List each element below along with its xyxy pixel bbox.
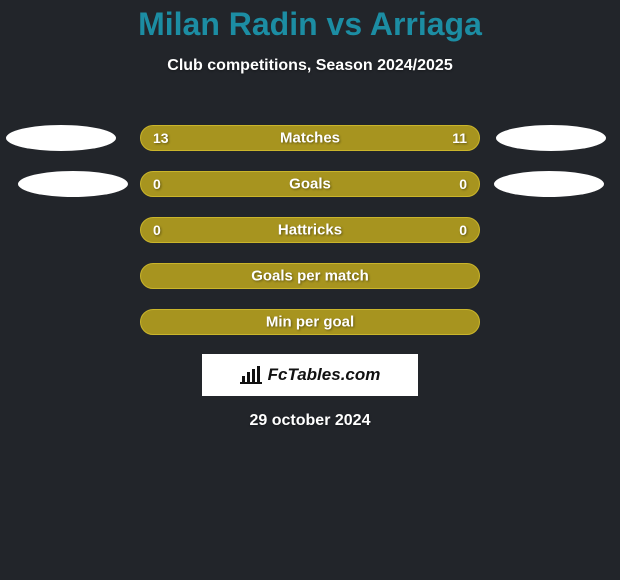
subtitle: Club competitions, Season 2024/2025 (0, 57, 620, 75)
stat-left-value: 0 (153, 222, 161, 238)
stat-row: Matches13 11 (140, 125, 480, 151)
page-title: Milan Radin vs Arriaga (0, 0, 620, 43)
stat-label: Goals per match (141, 268, 479, 285)
stat-row: Hattricks0 0 (140, 217, 480, 243)
stat-left-value: 13 (153, 130, 169, 146)
stat-left-value: 0 (153, 176, 161, 192)
stat-right-value: 0 (459, 222, 467, 238)
comparison-card: Milan Radin vs Arriaga Club competitions… (0, 0, 620, 580)
branding-text: FcTables.com (268, 365, 381, 385)
left-player-ellipse (6, 125, 116, 151)
stat-label: Matches (141, 130, 479, 147)
stat-row: Goals per match (140, 263, 480, 289)
right-player-ellipse (496, 125, 606, 151)
left-player-ellipse (18, 171, 128, 197)
stat-row: Min per goal (140, 309, 480, 335)
right-player-ellipse (494, 171, 604, 197)
chart-icon (240, 366, 262, 384)
stat-label: Hattricks (141, 222, 479, 239)
stat-right-value: 0 (459, 176, 467, 192)
stat-label: Min per goal (141, 314, 479, 331)
branding-badge: FcTables.com (202, 354, 418, 396)
stat-row: Goals0 0 (140, 171, 480, 197)
stat-right-value: 11 (452, 130, 467, 146)
stat-label: Goals (141, 176, 479, 193)
date-label: 29 october 2024 (0, 412, 620, 430)
